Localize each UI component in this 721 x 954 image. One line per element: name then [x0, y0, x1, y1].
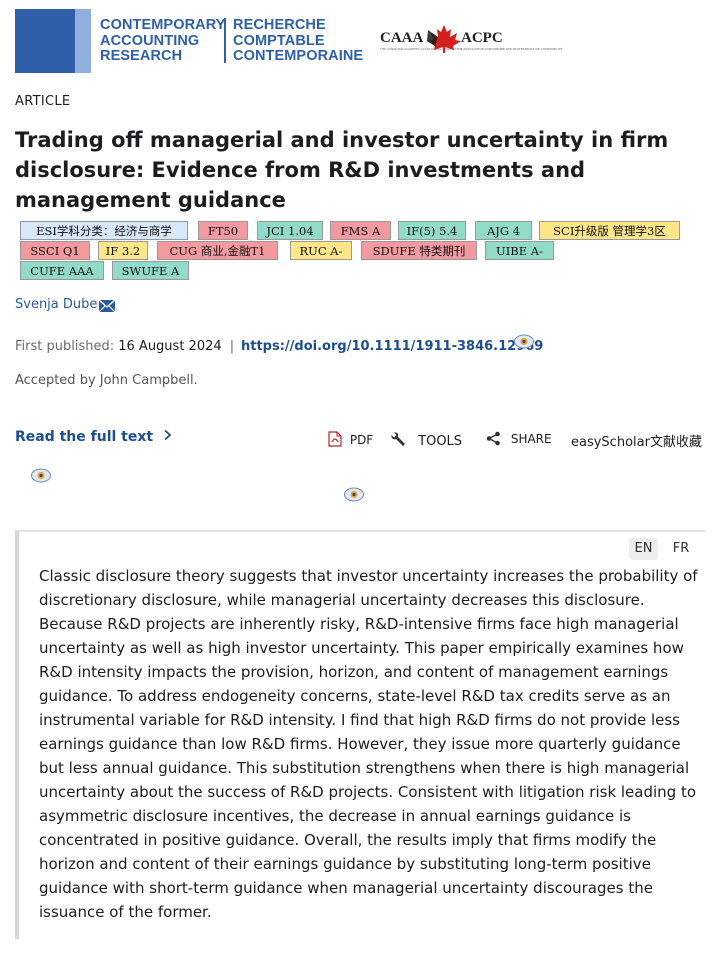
tools-label: TOOLS — [418, 434, 463, 449]
tag-cug: CUG 商业,金融T1 — [157, 241, 278, 260]
abstract-text: Classic disclosure theory suggests that … — [39, 567, 698, 921]
acpc-logo-subtext: L'ASSOCIATION CANADIENNE DES PROFESSEURS… — [461, 47, 563, 51]
pdf-icon — [328, 431, 342, 447]
share-icon — [486, 431, 500, 446]
accepted-by: Accepted by John Campbell. — [15, 373, 198, 388]
easyscholar-eye-icon[interactable] — [30, 467, 52, 484]
article-title: Trading off managerial and investor unce… — [15, 128, 669, 212]
easyscholar-collect-button[interactable]: easyScholar文献收藏 — [571, 435, 702, 450]
chevron-right-icon — [164, 429, 172, 441]
maple-leaf-icon — [427, 25, 461, 53]
tag-swufe: SWUFE A — [112, 261, 189, 280]
abstract-panel — [15, 530, 705, 939]
share-button[interactable]: SHARE — [486, 431, 552, 446]
tag-ruc: RUC A- — [290, 241, 352, 260]
read-full-text-link[interactable]: Read the full text — [15, 429, 173, 445]
lang-en-button[interactable]: EN — [629, 538, 658, 560]
tag-ajg: AJG 4 — [475, 221, 532, 240]
tools-button[interactable]: TOOLS — [390, 431, 462, 449]
acpc-logo-text: ACPC — [461, 30, 503, 46]
pub-separator: | — [229, 339, 235, 354]
logo-divider — [224, 18, 226, 63]
first-published-date: 16 August 2024 — [118, 339, 222, 354]
tag-sci: SCI升级版 管理学3区 — [539, 221, 680, 240]
wrench-icon — [391, 432, 405, 446]
tag-jci: JCI 1.04 — [257, 221, 323, 240]
easyscholar-eye-icon[interactable] — [343, 486, 365, 503]
logo-mark — [15, 9, 91, 73]
tag-fms: FMS A — [330, 221, 391, 240]
share-label: SHARE — [510, 432, 552, 446]
lang-fr-button[interactable]: FR — [672, 541, 690, 556]
easyscholar-eye-icon[interactable] — [513, 333, 535, 350]
caaa-logo-text: CAAA — [380, 30, 424, 46]
caaa-logo-subtext: THE CANADIAN ACADEMIC ACCOUNTING ASSOCIA… — [380, 47, 463, 51]
tag-ssci: SSCI Q1 — [20, 241, 90, 260]
first-published-label: First published: — [15, 339, 115, 354]
pdf-button[interactable]: PDF — [328, 431, 373, 447]
tag-if: IF 3.2 — [98, 241, 148, 260]
tag-uibe: UIBE A- — [485, 241, 554, 260]
article-type-label: ARTICLE — [15, 94, 71, 109]
doi-link[interactable]: https://doi.org/10.1111/1911-3846.12969 — [241, 339, 544, 354]
mail-icon[interactable] — [98, 299, 116, 313]
publication-info: First published: 16 August 2024 | — [15, 339, 234, 354]
author-link[interactable]: Svenja Dube — [15, 297, 98, 312]
tag-cufe: CUFE AAA — [20, 261, 104, 280]
pdf-label: PDF — [349, 433, 374, 447]
tag-ft50: FT50 — [198, 221, 248, 240]
journal-name-fr: RECHERCHE COMPTABLE CONTEMPORAINE — [233, 17, 364, 64]
tag-sdufe: SDUFE 特类期刊 — [361, 241, 477, 260]
tag-if5: IF(5) 5.4 — [398, 221, 466, 240]
journal-name-en: CONTEMPORARY ACCOUNTING RESEARCH — [100, 17, 226, 64]
read-full-text-label: Read the full text — [15, 429, 154, 445]
tag-esi: ESI学科分类：经济与商学 — [20, 221, 188, 240]
